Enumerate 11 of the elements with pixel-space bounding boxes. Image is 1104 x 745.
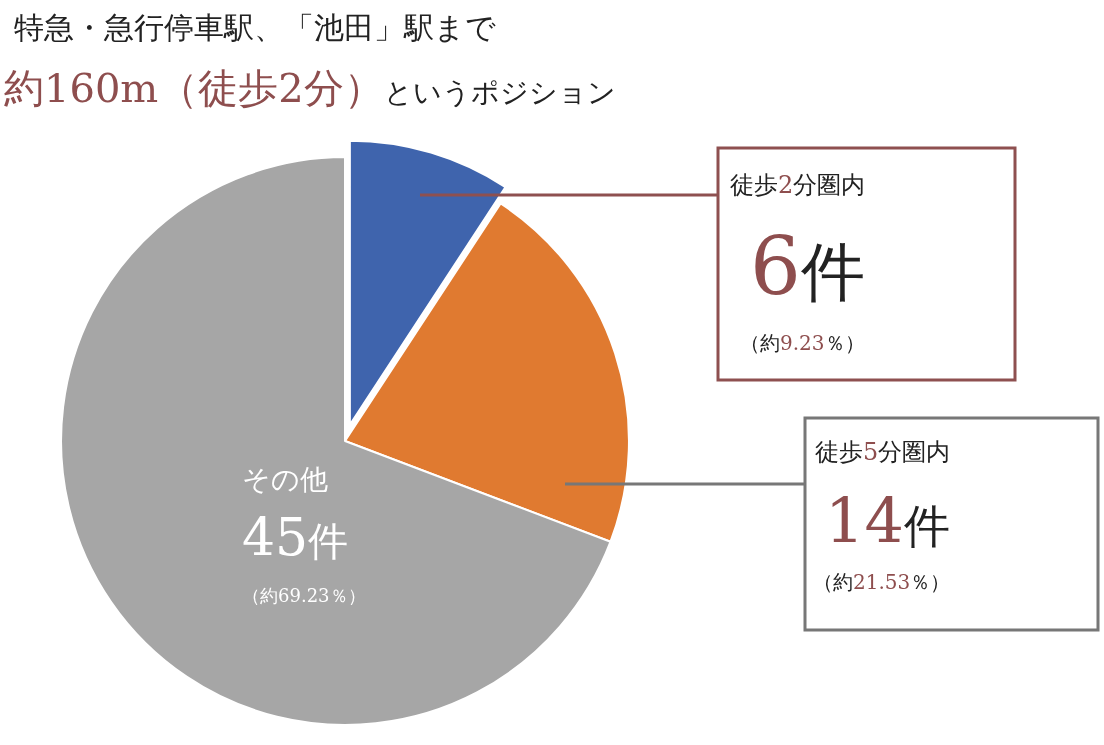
text: （約69.23％） [242,585,366,606]
slice-label: 徒歩2分圏内 [730,171,866,199]
chart-title: 特急・急行停車駅、「池田」駅まで [14,10,496,45]
chart-subtitle: 約160m（徒歩2分）というポジション [4,65,616,111]
slice-label: 徒歩5分圏内 [815,438,951,466]
text: （約21.53％） [813,570,951,594]
data-label: 6件 [750,220,865,313]
slice-label: その他 [242,463,328,496]
data-label: 45件 [242,507,349,567]
data-label: 14件 [825,484,950,557]
text: （約9.23％） [740,331,865,355]
